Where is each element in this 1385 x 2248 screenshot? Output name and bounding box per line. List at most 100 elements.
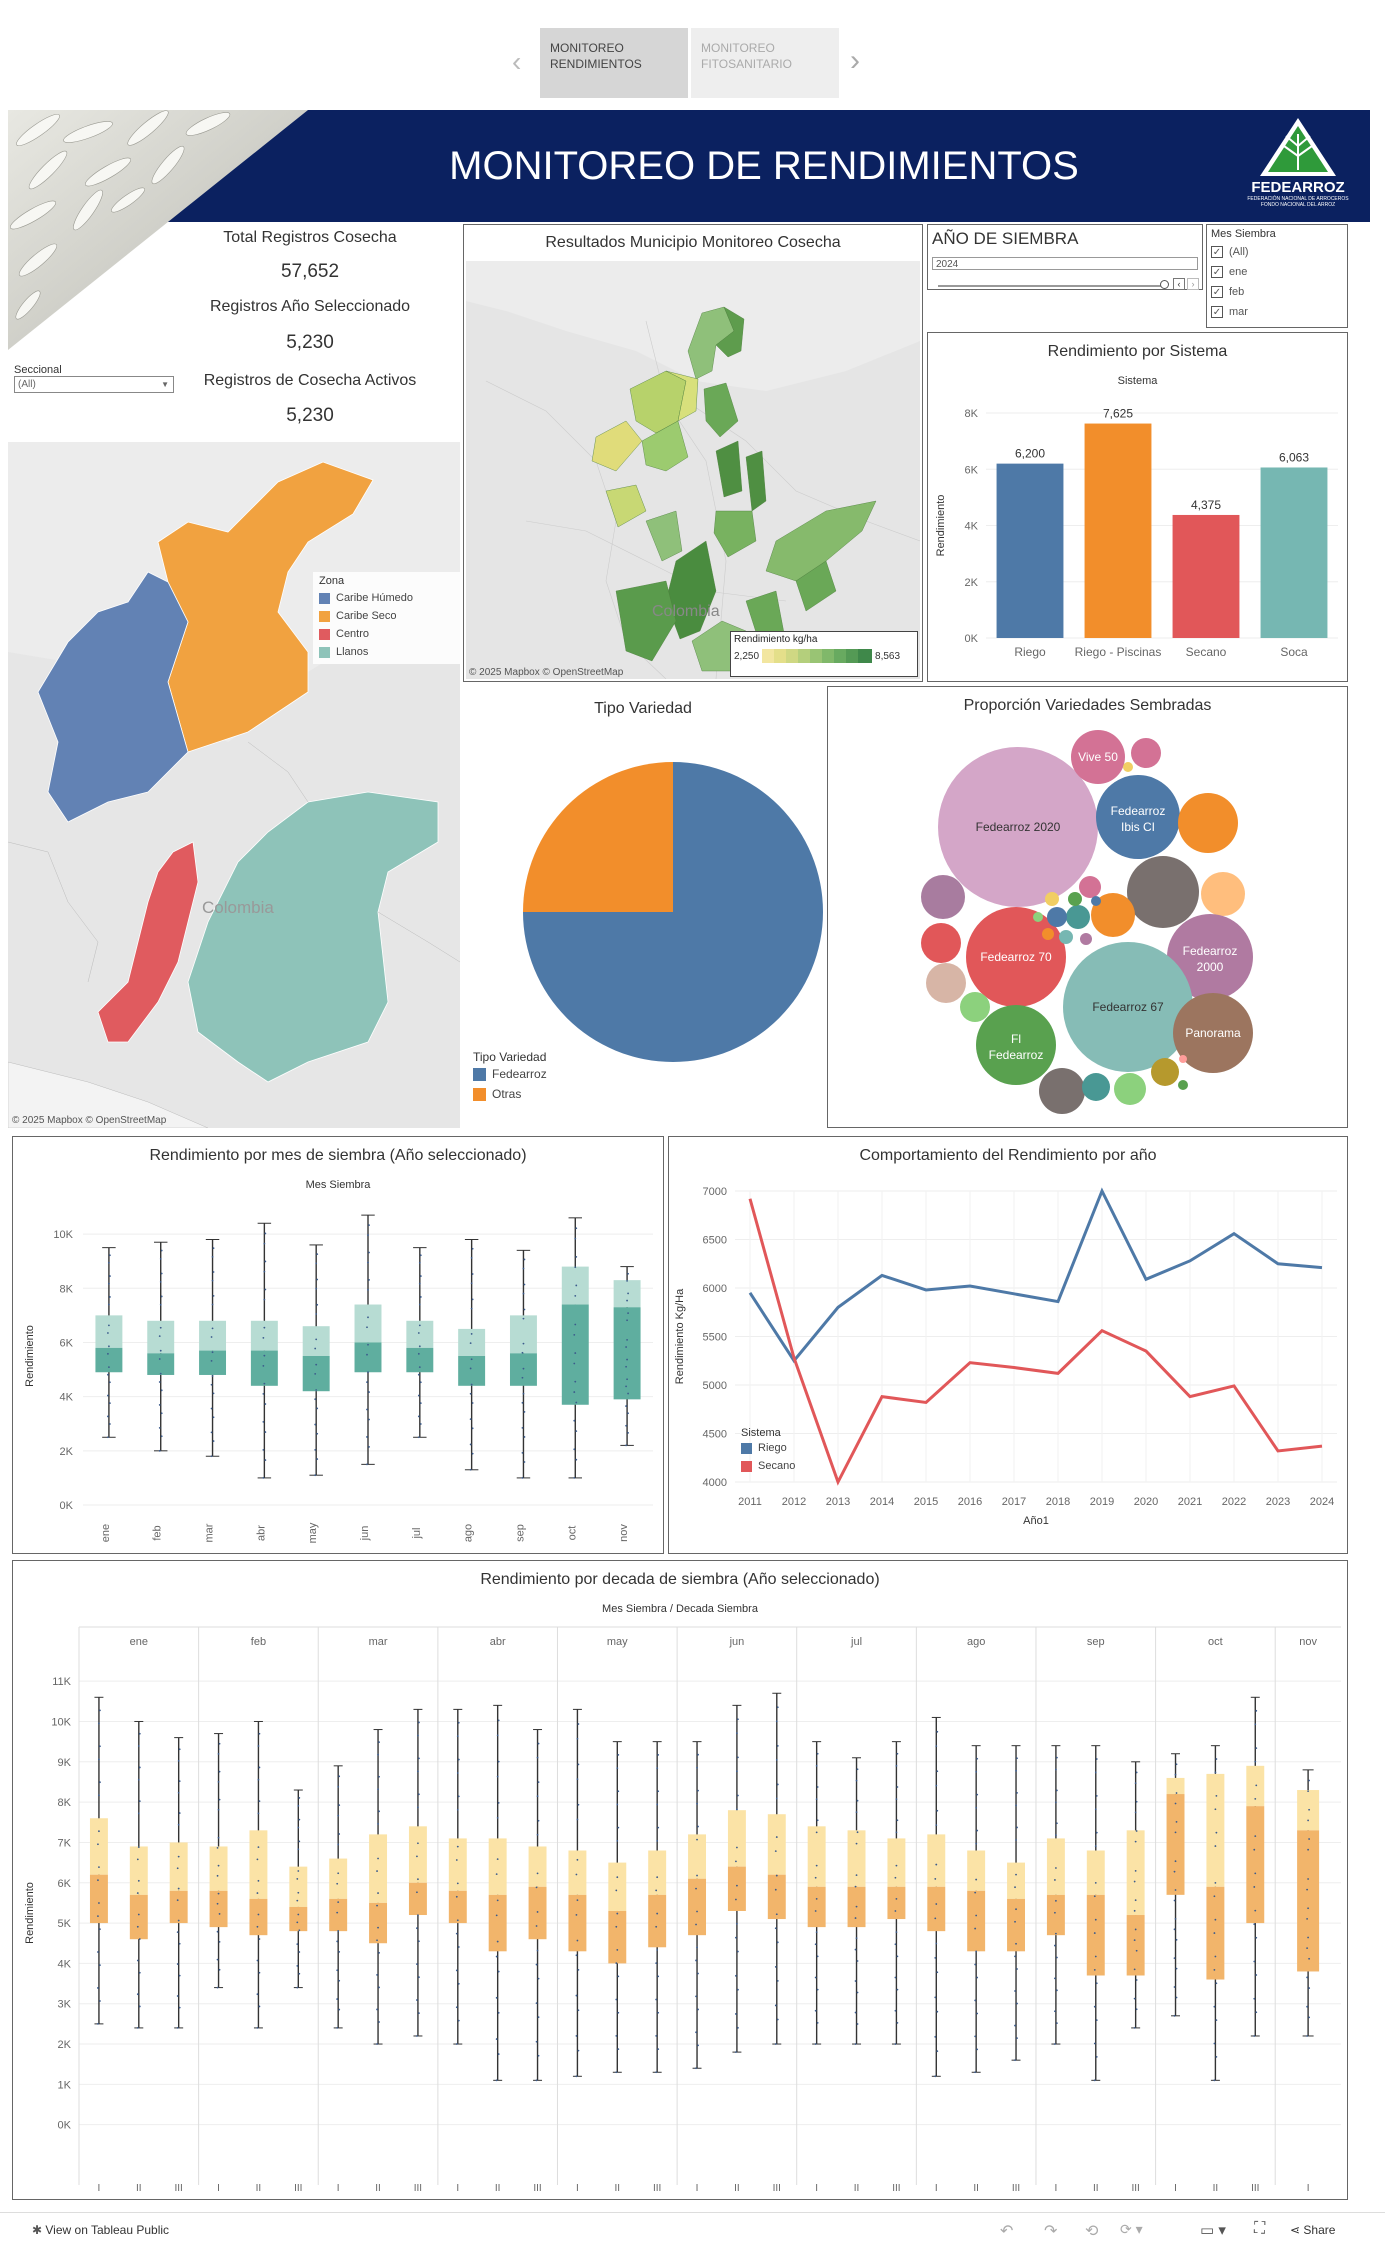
box-plot[interactable] [688,1741,707,2070]
box-plot[interactable] [354,1214,382,1466]
box-plot[interactable] [847,1757,866,2045]
box-plot[interactable] [613,1266,641,1447]
tab-nav-next[interactable]: › [850,44,860,77]
series-line[interactable] [748,1187,1323,1364]
bar[interactable] [1172,514,1240,638]
seccional-dropdown[interactable]: (All) ▼ [14,376,174,393]
box-plot[interactable] [1007,1745,1026,2062]
box-plot[interactable] [1246,1696,1265,2037]
box-plot[interactable] [199,1239,227,1458]
device-preview-icon[interactable]: ▭ ▾ [1200,2222,1226,2239]
anio-slider-track[interactable] [938,285,1164,287]
box-plot[interactable] [561,1217,589,1479]
box-plot[interactable] [608,1741,627,2074]
undo-icon[interactable]: ↶ [1000,2223,1014,2240]
data-point [577,1968,580,1971]
box-plot[interactable] [1297,1769,1320,2037]
box-plot[interactable] [249,1720,268,2029]
box-plot[interactable] [250,1222,278,1479]
tab-monitoreo-rendimientos[interactable]: MONITOREO RENDIMIENTOS [540,28,688,98]
box-plot[interactable] [1046,1745,1065,2045]
data-point [1253,1848,1256,1851]
box-plot[interactable] [509,1249,537,1479]
decade-tick-label: III [533,2183,541,2194]
box-plot[interactable] [927,1716,946,2078]
box-plot[interactable] [568,1708,587,2078]
box-plot[interactable] [448,1708,467,2045]
series-line[interactable] [748,1198,1323,1486]
bar-value-label: 7,625 [1103,407,1133,421]
box-plot[interactable] [169,1737,188,2029]
box-plot[interactable] [807,1741,826,2045]
box-plot[interactable] [406,1247,434,1439]
box-plot[interactable] [89,1696,108,2025]
box-plot[interactable] [95,1247,123,1439]
box-plot[interactable] [369,1729,388,2045]
data-point [615,1889,618,1892]
checkbox-checked-icon[interactable]: ✓ [1211,286,1223,298]
data-point [522,1392,525,1395]
x-tick-label: jul [411,1527,423,1539]
pie-slice[interactable] [523,762,673,912]
box-lower [448,1890,467,1924]
rendimiento-color-ramp [762,649,873,663]
box-plot[interactable] [147,1241,175,1452]
box-plot[interactable] [488,1704,507,2082]
tab-nav-prev[interactable]: ‹ [512,46,522,77]
checkbox-checked-icon[interactable]: ✓ [1211,266,1223,278]
box-plot[interactable] [528,1729,547,2082]
month-header: may [607,1636,628,1648]
mes-option[interactable]: ✓ (All) [1211,242,1343,262]
box-plot[interactable] [727,1704,746,2054]
data-point [976,1829,979,1832]
anio-slider-handle[interactable] [1160,280,1169,289]
box-plot[interactable] [302,1244,330,1477]
bar[interactable] [1260,467,1328,638]
box-plot[interactable] [967,1745,986,2074]
tab-monitoreo-fitosanitario[interactable]: MONITOREO FITOSANITARIO [691,28,839,98]
zona-legend: Zona Caribe Húmedo Caribe Seco Centro Llano… [313,572,460,664]
anio-next-button[interactable]: › [1187,278,1199,290]
fullscreen-icon[interactable]: ⛶ [1254,2220,1266,2237]
data-point [735,2051,737,2054]
view-on-tableau-link[interactable]: ✱ View on Tableau Public [32,2223,169,2237]
mes-option[interactable]: ✓ feb [1211,282,1343,302]
box-plot[interactable] [1206,1745,1225,2082]
anio-prev-button[interactable]: ‹ [1173,278,1185,290]
line-legend-item: Secano [741,1457,795,1475]
box-plot[interactable] [289,1789,308,1989]
share-button[interactable]: ⋖ Share [1290,2223,1335,2237]
zona-map[interactable]: Colombia Zona Caribe Húmedo Caribe Seco Ce… [8,442,460,1128]
data-point [522,1292,525,1295]
data-point [378,1741,380,1744]
box-plot[interactable] [408,1708,427,2037]
box-plot[interactable] [1126,1761,1145,2029]
box-plot[interactable] [1166,1753,1185,2017]
box-plot[interactable] [129,1720,148,2029]
bar[interactable] [1084,423,1152,638]
box-plot[interactable] [767,1692,786,2045]
checkbox-checked-icon[interactable]: ✓ [1211,306,1223,318]
data-point [1133,1880,1136,1883]
box-plot[interactable] [329,1765,348,2029]
data-point [263,1242,266,1245]
data-point [376,1939,378,1942]
box-plot[interactable] [458,1239,486,1471]
mes-siembra-title: Mes Siembra [1211,228,1276,240]
checkbox-checked-icon[interactable]: ✓ [1211,246,1223,258]
redo-icon[interactable]: ↷ [1044,2223,1058,2240]
box-plot[interactable] [1086,1745,1105,2082]
box-plot[interactable] [648,1741,667,2074]
pause-icon[interactable]: ⟳ ▾ [1120,2221,1143,2237]
data-point [138,1732,141,1735]
revert-icon[interactable]: ⟲ [1085,2223,1099,2240]
box-plot[interactable] [209,1733,228,1989]
municipio-map[interactable]: Colombia © 2025 Mapbox © OpenStreetMap R… [466,261,920,679]
mes-option[interactable]: ✓ mar [1211,302,1343,322]
data-point [495,2079,498,2082]
box-plot[interactable] [887,1741,906,2045]
fedearroz-logo: FEDEARROZ FEDERACIÓN NACIONAL DE ARROCER… [1238,116,1358,216]
anio-siembra-input[interactable]: 2024 [932,257,1198,270]
mes-option[interactable]: ✓ ene [1211,262,1343,282]
bar[interactable] [996,463,1064,638]
